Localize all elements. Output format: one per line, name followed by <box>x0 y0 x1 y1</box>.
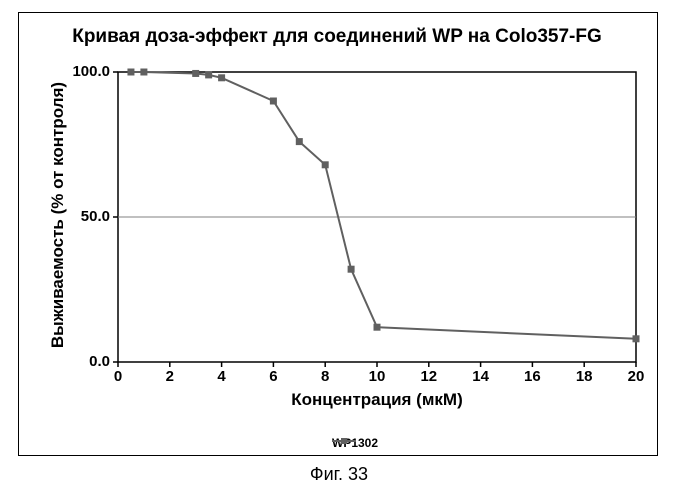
x-tick-label: 14 <box>471 368 491 385</box>
figure-caption: Фиг. 33 <box>0 464 678 485</box>
x-tick-label: 12 <box>419 368 439 385</box>
y-tick-label: 50.0 <box>81 208 110 225</box>
y-tick-label: 100.0 <box>72 63 110 80</box>
y-tick-label: 0.0 <box>89 353 110 370</box>
x-tick-label: 16 <box>522 368 542 385</box>
y-axis-label: Выживаемость (% от контроля) <box>48 70 68 360</box>
x-tick-label: 2 <box>160 368 180 385</box>
chart-title: Кривая доза-эффект для соединений WP на … <box>18 26 656 48</box>
x-tick-label: 6 <box>263 368 283 385</box>
x-tick-label: 10 <box>367 368 387 385</box>
x-axis-label: Концентрация (мкМ) <box>118 390 636 410</box>
x-tick-label: 20 <box>626 368 646 385</box>
legend-marker-icon <box>332 436 356 446</box>
plot-area <box>108 62 646 372</box>
x-tick-label: 0 <box>108 368 128 385</box>
legend: WP1302 <box>332 436 378 450</box>
x-tick-label: 8 <box>315 368 335 385</box>
x-tick-label: 4 <box>212 368 232 385</box>
x-tick-label: 18 <box>574 368 594 385</box>
